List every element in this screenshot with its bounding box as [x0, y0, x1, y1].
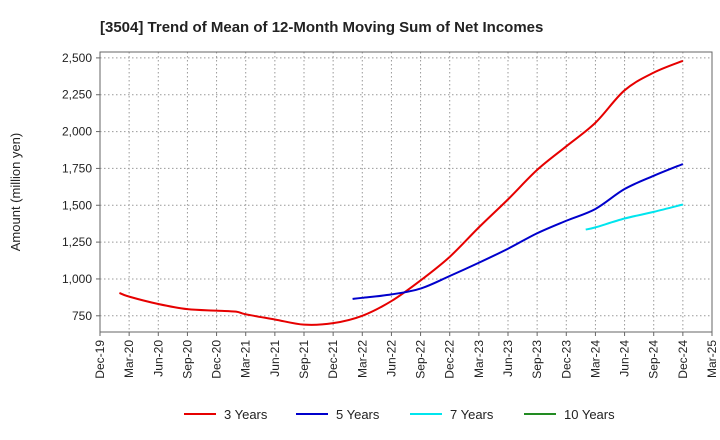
x-tick-label: Jun-23 [501, 340, 515, 377]
legend-label-10-years: 10 Years [564, 407, 615, 422]
x-tick-label: Mar-23 [472, 340, 486, 378]
legend-label-3-years: 3 Years [224, 407, 268, 422]
series-line-3-years [119, 59, 684, 326]
x-tick-label: Mar-24 [588, 340, 602, 378]
x-tick-label: Jun-22 [384, 340, 398, 377]
y-tick-label: 2,000 [62, 125, 92, 139]
y-tick-label: 1,250 [62, 235, 92, 249]
y-axis-label: Amount (million yen) [8, 133, 23, 252]
y-tick-label: 1,750 [62, 161, 92, 175]
y-tick-label: 1,500 [62, 198, 92, 212]
x-tick-label: Mar-20 [122, 340, 136, 378]
x-tick-label: Mar-21 [239, 340, 253, 378]
x-tick-label: Mar-22 [355, 340, 369, 378]
x-tick-label: Mar-25 [705, 340, 719, 378]
series-layer [119, 59, 684, 326]
x-tick-label: Jun-24 [618, 340, 632, 377]
x-tick-label: Dec-22 [443, 340, 457, 379]
x-tick-label: Dec-23 [559, 340, 573, 379]
x-tick-label: Sep-23 [530, 340, 544, 379]
x-tick-label: Dec-21 [326, 340, 340, 379]
y-tick-label: 750 [72, 309, 92, 323]
chart-title: [3504] Trend of Mean of 12-Month Moving … [100, 19, 543, 36]
x-tick-label: Jun-20 [151, 340, 165, 377]
x-tick-label: Dec-24 [676, 340, 690, 379]
x-tick-label: Dec-19 [93, 340, 107, 379]
x-tick-label: Sep-21 [297, 340, 311, 379]
legend-label-5-years: 5 Years [336, 407, 380, 422]
series-line-7-years [585, 203, 684, 231]
x-axis-ticks: Dec-19 Mar-20 Jun-20 Sep-20 Dec-20 Mar-21 Jun-… [93, 332, 719, 379]
legend-label-7-years: 7 Years [450, 407, 494, 422]
series-line-5-years [352, 163, 684, 300]
x-tick-label: Dec-20 [210, 340, 224, 379]
y-tick-label: 2,500 [62, 51, 92, 65]
x-tick-label: Jun-21 [268, 340, 282, 377]
x-tick-label: Sep-22 [414, 340, 428, 379]
y-tick-label: 1,000 [62, 272, 92, 286]
x-tick-label: Sep-20 [180, 340, 194, 379]
plot-area-frame [99, 51, 713, 333]
y-tick-label: 2,250 [62, 88, 92, 102]
y-axis-ticks: 750 1,000 1,250 1,500 1,750 2,000 2,250 2,500 [62, 51, 100, 323]
grid-layer [99, 52, 713, 332]
x-tick-label: Sep-24 [647, 340, 661, 379]
legend: 3 Years 5 Years 7 Years 10 Years [184, 407, 615, 422]
